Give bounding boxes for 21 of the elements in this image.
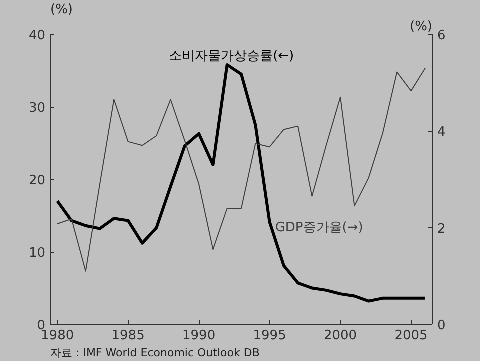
y-axis-title: (%) [50,2,73,18]
series-label: GDP증가율(→) [275,220,364,236]
y2-tick-label: 6 [438,28,446,44]
y2-axis-title: (%) [410,20,433,34]
series-label: 소비자물가상승률(←) [169,48,294,64]
y2-tick-label: 0 [438,318,446,334]
x-tick-label: 2000 [324,328,358,344]
y-tick-label: 30 [28,101,46,116]
x-tick-label: 1985 [112,328,145,344]
text: 자료 : IMF World Economic Outlook DB [50,346,260,360]
y-tick-label: 40 [28,28,46,44]
y2-tick-label: 4 [438,125,446,140]
x-tick-label: 1980 [41,328,74,344]
x-tick-label: 2005 [394,328,428,344]
y-tick-label: 10 [28,246,46,261]
x-tick-label: 1990 [182,328,216,344]
line-series [57,68,426,272]
y-tick-label: 20 [28,174,46,188]
line-series [56,63,427,303]
y2-tick-label: 2 [438,222,446,237]
x-tick-label: 1995 [253,328,286,344]
